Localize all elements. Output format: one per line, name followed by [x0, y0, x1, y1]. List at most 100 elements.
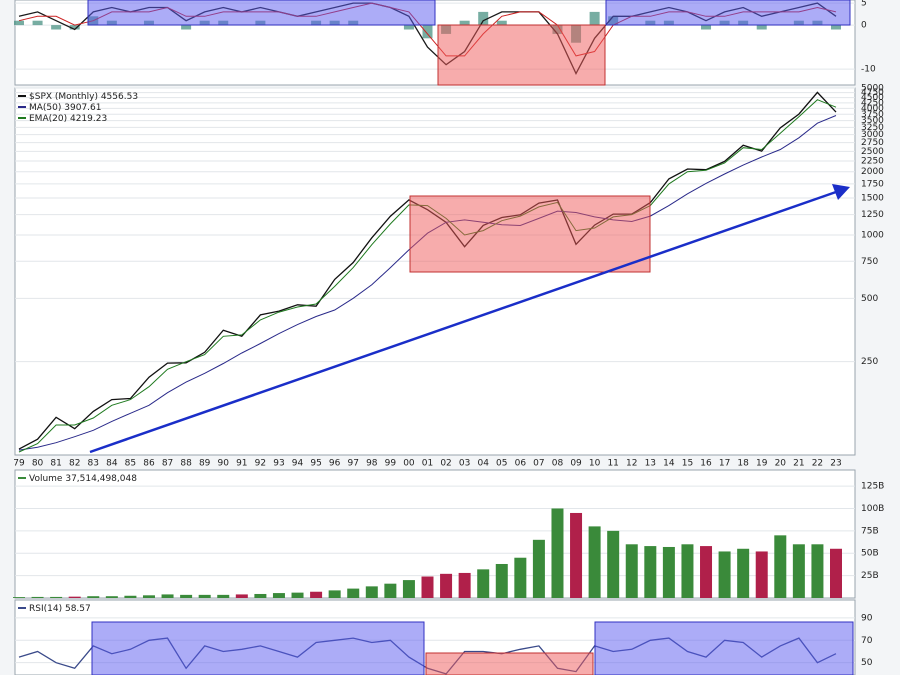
y-tick-label: 2250 [861, 156, 884, 166]
panel [14, 469, 856, 599]
legend-label: RSI(14) 58.57 [29, 604, 91, 614]
x-tick-label: 90 [218, 459, 230, 469]
volume-bar [700, 546, 713, 598]
x-tick-label: 93 [273, 459, 284, 469]
y-tick-label: 4000 [861, 104, 884, 114]
y-tick-label: 25B [861, 571, 879, 581]
y-tick-label: 70 [861, 636, 873, 646]
volume-bar [792, 544, 805, 598]
volume-bar [514, 557, 527, 598]
y-tick-label: 250 [861, 357, 878, 367]
volume-bar [235, 594, 248, 598]
legend-label: EMA(20) 4219.23 [29, 114, 107, 124]
highlight-box [425, 652, 594, 675]
x-tick-label: 14 [663, 459, 675, 469]
volume-bar [105, 596, 118, 598]
volume-bar [31, 596, 44, 598]
volume-bar [681, 544, 694, 598]
volume-bar [477, 569, 490, 598]
x-tick-label: 06 [515, 459, 527, 469]
volume-bar [718, 551, 731, 598]
y-tick-label: 5 [861, 0, 867, 9]
y-tick-label: 2750 [861, 138, 884, 148]
legend-label: MA(50) 3907.61 [29, 103, 102, 113]
volume-bar [291, 592, 304, 598]
x-tick-label: 07 [533, 459, 544, 469]
x-tick-label: 82 [69, 459, 80, 469]
x-tick-label: 89 [199, 459, 211, 469]
x-tick-label: 17 [719, 459, 730, 469]
panels: 50-1050004750450042504000375035003250300… [13, 0, 884, 675]
y-tick-label: 3000 [861, 130, 884, 140]
highlights [87, 0, 854, 675]
volume-bar [402, 580, 415, 598]
y-tick-label: 0 [861, 21, 867, 31]
y-tick-label: 1750 [861, 179, 884, 189]
x-tick-label: 04 [477, 459, 489, 469]
volume-bar [495, 563, 508, 598]
y-tick-label: 50 [861, 658, 873, 668]
volume-bar [142, 595, 155, 598]
volume-bar [384, 583, 397, 598]
x-tick-label: 87 [162, 459, 173, 469]
volume-bar [532, 539, 545, 598]
legend-name: RSI(14) [29, 604, 62, 614]
y-tick-label: 1250 [861, 210, 884, 220]
x-tick-label: 08 [552, 459, 564, 469]
x-tick-label: 16 [700, 459, 712, 469]
volume-bar [570, 512, 583, 598]
volume-bar [217, 594, 230, 598]
histogram-bar [422, 25, 433, 39]
y-tick-label: 2000 [861, 167, 884, 177]
x-tick-label: 21 [793, 459, 804, 469]
histogram-bar [459, 20, 470, 26]
y-tick-label: 125B [861, 482, 884, 492]
volume-bar [347, 588, 360, 598]
y-tick-label: 4750 [861, 88, 884, 98]
legend-label: Volume 37,514,498,048 [29, 474, 137, 484]
x-tick-label: 09 [570, 459, 582, 469]
x-tick-label: 94 [292, 459, 304, 469]
histogram-bar [69, 25, 80, 30]
volume-bar [755, 551, 768, 598]
y-tick-label: 4500 [861, 93, 884, 103]
volume-bar [272, 593, 285, 598]
volume-bar [124, 595, 137, 598]
x-tick-label: 81 [50, 459, 61, 469]
y-tick-label: 100B [861, 504, 884, 514]
legend-name: MA(50) [29, 103, 61, 113]
volume-bar [254, 593, 267, 598]
x-tick-label: 01 [422, 459, 433, 469]
x-tick-label: 15 [682, 459, 693, 469]
highlight-box [91, 621, 425, 675]
volume-bar [644, 546, 657, 598]
arrow-head [832, 184, 850, 200]
x-tick-label: 98 [366, 459, 378, 469]
x-tick-label: 18 [737, 459, 749, 469]
legend-value: 58.57 [65, 604, 91, 614]
volume-bar [830, 548, 842, 598]
y-tick-label: 5000 [861, 84, 884, 94]
highlight-box [594, 621, 854, 675]
y-tick-label: 3250 [861, 123, 884, 133]
volume-bar [365, 586, 378, 598]
volume-bar [161, 594, 174, 598]
y-tick-label: 3750 [861, 110, 884, 120]
x-tick-label: 83 [88, 459, 99, 469]
legend-value: 3907.61 [64, 103, 101, 113]
volume-bar [811, 544, 824, 598]
x-tick-label: 99 [385, 459, 397, 469]
volume-bar [625, 544, 638, 598]
volume-bar [180, 594, 193, 598]
x-tick-label: 88 [180, 459, 192, 469]
highlight-box [437, 24, 606, 86]
highlight-box [605, 0, 851, 26]
volume-bar [458, 572, 471, 598]
x-tick-label: 02 [440, 459, 451, 469]
highlight-box [87, 0, 436, 26]
legend-swatch [18, 95, 26, 97]
histogram-bar [589, 11, 600, 26]
y-tick-label: 500 [861, 294, 878, 304]
volume-bar [421, 576, 434, 598]
